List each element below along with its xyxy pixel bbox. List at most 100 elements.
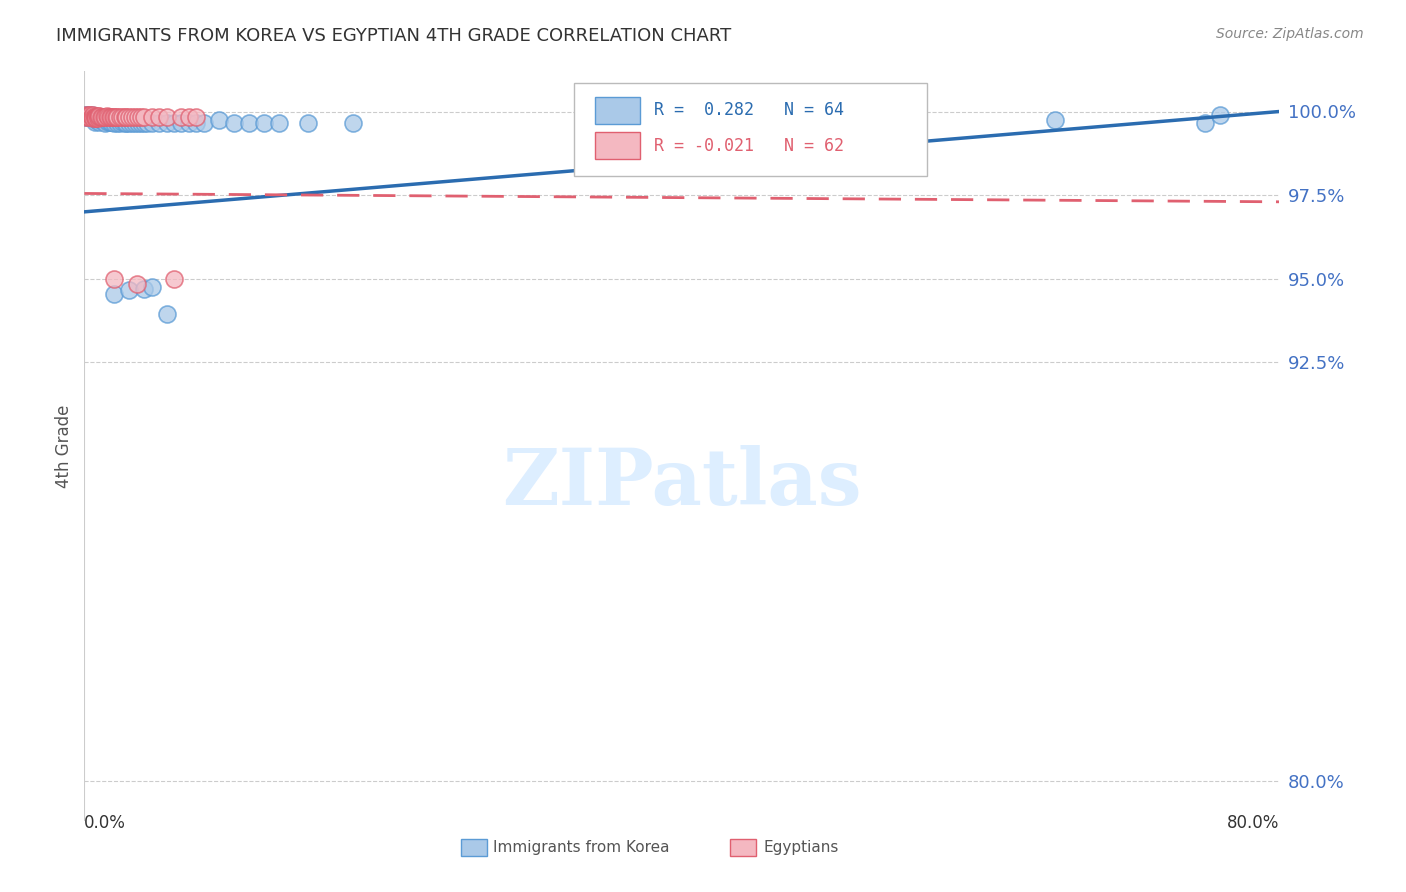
Point: [141, 280, 163, 294]
Point: [745, 116, 768, 130]
Point: [129, 116, 152, 130]
Point: [82, 108, 104, 122]
Point: [177, 110, 200, 124]
Bar: [595, 97, 640, 124]
Point: [98, 114, 121, 128]
Point: [186, 110, 208, 124]
Point: [110, 116, 132, 130]
Point: [186, 116, 208, 130]
Point: [91, 112, 114, 127]
Point: [97, 110, 120, 124]
Point: [177, 116, 200, 130]
Point: [114, 110, 136, 124]
Point: [101, 112, 124, 127]
Text: Source: ZipAtlas.com: Source: ZipAtlas.com: [1216, 27, 1364, 41]
Point: [97, 114, 120, 128]
Text: R = -0.021   N = 62: R = -0.021 N = 62: [654, 136, 845, 154]
Point: [114, 116, 136, 130]
Text: ZIPatlas: ZIPatlas: [502, 445, 862, 522]
Text: Immigrants from Korea: Immigrants from Korea: [494, 840, 669, 855]
Point: [83, 109, 105, 123]
Point: [127, 110, 149, 124]
Point: [80, 109, 103, 123]
Point: [83, 110, 105, 124]
Point: [80, 108, 103, 122]
Point: [155, 307, 177, 321]
Point: [76, 109, 98, 123]
Point: [80, 110, 103, 124]
Point: [238, 116, 260, 130]
Point: [104, 110, 127, 124]
Text: Egyptians: Egyptians: [763, 840, 838, 855]
Point: [155, 110, 177, 124]
Point: [79, 110, 101, 124]
Point: [75, 110, 97, 124]
Point: [596, 110, 619, 124]
Point: [1194, 116, 1216, 130]
Point: [103, 110, 125, 124]
Bar: [595, 132, 640, 159]
Point: [148, 110, 170, 124]
Point: [75, 108, 97, 122]
Text: 0.0%: 0.0%: [84, 814, 127, 832]
Point: [170, 116, 193, 130]
Point: [89, 112, 111, 127]
Point: [170, 110, 193, 124]
Point: [98, 110, 121, 124]
Point: [87, 112, 110, 127]
Point: [86, 110, 108, 124]
Point: [253, 116, 276, 130]
Point: [82, 110, 104, 124]
Point: [127, 116, 149, 130]
Point: [83, 112, 105, 126]
Point: [86, 112, 108, 127]
Point: [76, 108, 98, 122]
Point: [80, 110, 103, 124]
Point: [267, 116, 290, 130]
Point: [124, 116, 146, 130]
Point: [103, 116, 125, 130]
Point: [132, 116, 156, 130]
Point: [75, 108, 97, 122]
Point: [103, 272, 125, 286]
Text: 80.0%: 80.0%: [1227, 814, 1279, 832]
Point: [96, 112, 118, 127]
Point: [132, 110, 156, 124]
Point: [121, 116, 143, 130]
Point: [1045, 112, 1067, 127]
Point: [124, 110, 146, 124]
Point: [115, 116, 138, 130]
Point: [148, 116, 170, 130]
Point: [100, 110, 122, 124]
Point: [79, 108, 101, 122]
Point: [141, 110, 163, 124]
Point: [136, 116, 159, 130]
Point: [94, 110, 117, 124]
Point: [87, 112, 110, 126]
Point: [105, 116, 128, 130]
Point: [93, 112, 115, 126]
Point: [342, 116, 364, 130]
Point: [77, 110, 100, 124]
Point: [118, 110, 141, 124]
Text: IMMIGRANTS FROM KOREA VS EGYPTIAN 4TH GRADE CORRELATION CHART: IMMIGRANTS FROM KOREA VS EGYPTIAN 4TH GR…: [56, 27, 731, 45]
Point: [83, 114, 105, 128]
Point: [82, 112, 104, 126]
Point: [208, 112, 231, 127]
Bar: [730, 839, 756, 855]
Point: [87, 109, 110, 123]
Point: [155, 116, 177, 130]
Point: [193, 116, 215, 130]
Point: [89, 110, 111, 124]
Point: [1209, 108, 1232, 122]
Point: [90, 112, 112, 127]
Point: [163, 272, 186, 286]
Point: [90, 110, 112, 124]
Point: [118, 284, 141, 298]
Point: [129, 110, 152, 124]
Point: [87, 110, 110, 124]
Point: [125, 277, 148, 291]
Point: [111, 110, 134, 124]
Point: [141, 116, 163, 130]
Point: [105, 110, 128, 124]
